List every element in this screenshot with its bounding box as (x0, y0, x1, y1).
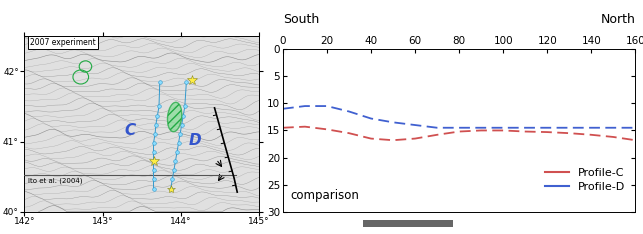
Point (150, 123, 161, 127)
Point (168, 168, 179, 172)
Point (154, 80, 165, 84)
Point (167, 178, 177, 181)
Point (149, 168, 159, 172)
Point (149, 159, 159, 163)
Point (154, 105, 164, 108)
Point (166, 187, 176, 190)
Point (150, 132, 160, 136)
Point (149, 178, 159, 181)
Point (172, 150, 182, 154)
Text: South: South (283, 13, 319, 26)
Point (179, 105, 190, 108)
Text: North: North (601, 13, 635, 26)
Point (178, 114, 188, 117)
Legend: Profile-C, Profile-D: Profile-C, Profile-D (540, 163, 629, 197)
Point (149, 150, 159, 154)
Point (152, 114, 163, 117)
Point (175, 132, 185, 136)
Text: comparison: comparison (290, 189, 359, 202)
Point (149, 141, 159, 145)
Point (149, 187, 159, 190)
Point (170, 159, 181, 163)
Text: Ito et al. (2004): Ito et al. (2004) (28, 177, 83, 184)
Point (174, 141, 184, 145)
Text: C: C (125, 123, 136, 138)
Ellipse shape (167, 102, 182, 132)
Point (177, 123, 187, 127)
Text: 2007 experiment: 2007 experiment (30, 38, 96, 47)
Text: D: D (188, 133, 201, 148)
Point (181, 80, 192, 84)
